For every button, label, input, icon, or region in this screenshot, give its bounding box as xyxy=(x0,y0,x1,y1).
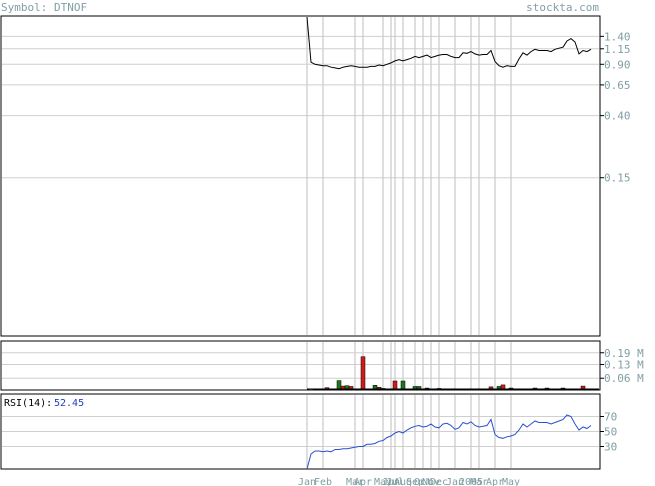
x-tick-label: Aug xyxy=(394,477,412,486)
x-tick-label: May xyxy=(502,477,520,486)
volume-tick-label: 0.13 M xyxy=(604,359,644,372)
symbol-label: Symbol: DTNOF xyxy=(1,1,87,14)
x-tick-label: Apr xyxy=(354,477,372,486)
volume-axis-labels: 0.19 M0.13 M0.06 M xyxy=(600,347,644,385)
price-axis-labels: 1.401.15 0.90 0.65 0.40 0.15 xyxy=(600,30,631,185)
x-tick-label: Jun xyxy=(382,477,400,486)
volume-bar xyxy=(500,384,506,390)
rsi-grid xyxy=(2,395,599,468)
price-tick-label: 0.65 xyxy=(604,79,631,92)
x-tick-label: Dec xyxy=(430,477,448,486)
volume-bar xyxy=(336,380,342,390)
price-panel: 1.401.15 0.90 0.65 0.40 0.15 xyxy=(0,15,631,337)
x-tick-label: Sep xyxy=(406,477,424,486)
x-tick-label: 2005 xyxy=(459,477,483,486)
price-tick-label: 1.15 xyxy=(604,43,631,56)
volume-bar xyxy=(392,380,398,390)
x-tick-label: Jul xyxy=(386,477,404,486)
x-tick-label: Mar xyxy=(346,477,364,486)
x-tick-label: Oct xyxy=(414,477,432,486)
rsi-series-line xyxy=(306,414,592,470)
x-tick-label: May xyxy=(374,477,392,486)
price-tick-label: 0.40 xyxy=(604,110,631,123)
x-tick-label: Mar xyxy=(470,477,488,486)
x-tick-label: Jan xyxy=(446,477,464,486)
price-panel-frame xyxy=(0,15,601,337)
x-tick-label: Jan xyxy=(298,477,316,486)
volume-panel: 0.19 M0.13 M0.06 M xyxy=(0,340,644,391)
volume-tick-label: 0.19 M xyxy=(604,347,644,360)
rsi-tick-label: 70 xyxy=(604,411,617,424)
volume-tick-label: 0.06 M xyxy=(604,372,644,385)
x-tick-label: Feb xyxy=(314,477,332,486)
x-tick-label: Apr xyxy=(486,477,504,486)
price-tick-label: 0.15 xyxy=(604,172,631,185)
price-series-line xyxy=(306,16,592,70)
volume-bar xyxy=(400,380,406,390)
rsi-label: RSI(14): xyxy=(4,398,52,409)
price-tick-label: 0.90 xyxy=(604,58,631,71)
rsi-axis-labels: 70 50 30 xyxy=(600,411,617,454)
site-label: stockta.com xyxy=(526,1,599,14)
volume-bar xyxy=(360,356,366,390)
x-tick-label: Nov xyxy=(422,477,440,486)
rsi-value: 52.45 xyxy=(54,398,84,409)
volume-bars xyxy=(307,356,599,391)
volume-bar xyxy=(372,385,378,390)
rsi-tick-label: 30 xyxy=(604,441,617,454)
rsi-tick-label: 50 xyxy=(604,426,617,439)
volume-panel-frame xyxy=(0,340,601,391)
price-grid xyxy=(2,17,599,335)
rsi-panel: 70 50 30 RSI(14): 52.45 xyxy=(0,393,617,470)
price-tick-label: 1.40 xyxy=(604,30,631,43)
